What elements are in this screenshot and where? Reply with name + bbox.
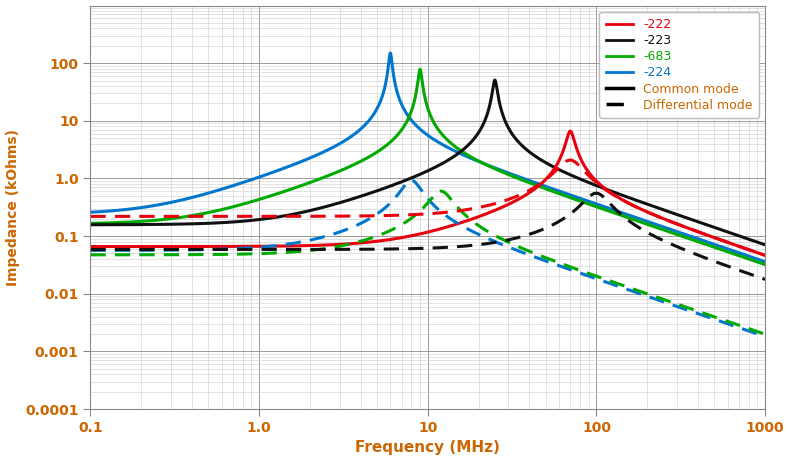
Legend: -222, -223, -683, -224, Common mode, Differential mode: -222, -223, -683, -224, Common mode, Dif… [600, 12, 759, 118]
X-axis label: Frequency (MHz): Frequency (MHz) [356, 440, 500, 455]
Y-axis label: Impedance (kOhms): Impedance (kOhms) [6, 129, 20, 286]
